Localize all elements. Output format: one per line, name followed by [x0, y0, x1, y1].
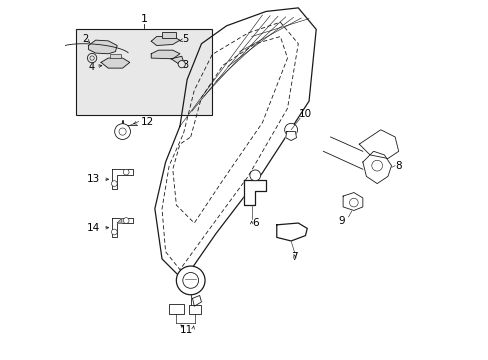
Bar	[76, 30, 212, 116]
Text: 12: 12	[140, 117, 153, 127]
Circle shape	[87, 53, 97, 63]
Polygon shape	[151, 37, 180, 45]
Circle shape	[119, 128, 126, 135]
Polygon shape	[117, 219, 122, 223]
Polygon shape	[244, 180, 265, 205]
Text: 4: 4	[89, 62, 95, 72]
Polygon shape	[112, 218, 133, 237]
Circle shape	[90, 56, 94, 60]
Polygon shape	[88, 40, 117, 54]
Polygon shape	[285, 132, 296, 140]
Polygon shape	[343, 193, 362, 211]
Polygon shape	[192, 296, 201, 306]
Circle shape	[178, 60, 185, 68]
Circle shape	[284, 123, 297, 136]
Circle shape	[111, 229, 117, 235]
Text: 13: 13	[87, 174, 101, 184]
Text: 14: 14	[87, 223, 101, 233]
Circle shape	[371, 160, 382, 171]
Polygon shape	[112, 169, 133, 189]
Text: 9: 9	[337, 216, 344, 226]
Circle shape	[111, 181, 117, 186]
Bar	[110, 54, 121, 58]
Circle shape	[123, 169, 129, 175]
Polygon shape	[101, 58, 129, 68]
Text: 11: 11	[180, 325, 193, 335]
Text: 7: 7	[291, 252, 297, 262]
Circle shape	[349, 198, 357, 207]
Text: 1: 1	[141, 14, 147, 24]
Circle shape	[183, 273, 198, 288]
Text: 2: 2	[81, 35, 88, 44]
Polygon shape	[171, 56, 183, 63]
Polygon shape	[151, 50, 180, 59]
Bar	[188, 305, 201, 314]
Bar	[169, 305, 184, 315]
Text: 5: 5	[182, 35, 188, 44]
Bar	[162, 32, 175, 38]
Polygon shape	[362, 151, 391, 184]
Circle shape	[249, 170, 260, 181]
Text: 3: 3	[182, 60, 188, 70]
Circle shape	[115, 124, 130, 139]
Text: 10: 10	[298, 109, 311, 119]
Text: 6: 6	[251, 218, 258, 228]
Polygon shape	[276, 223, 306, 241]
Text: 8: 8	[394, 161, 401, 171]
Polygon shape	[359, 130, 398, 158]
Circle shape	[176, 266, 204, 295]
Circle shape	[123, 218, 129, 224]
